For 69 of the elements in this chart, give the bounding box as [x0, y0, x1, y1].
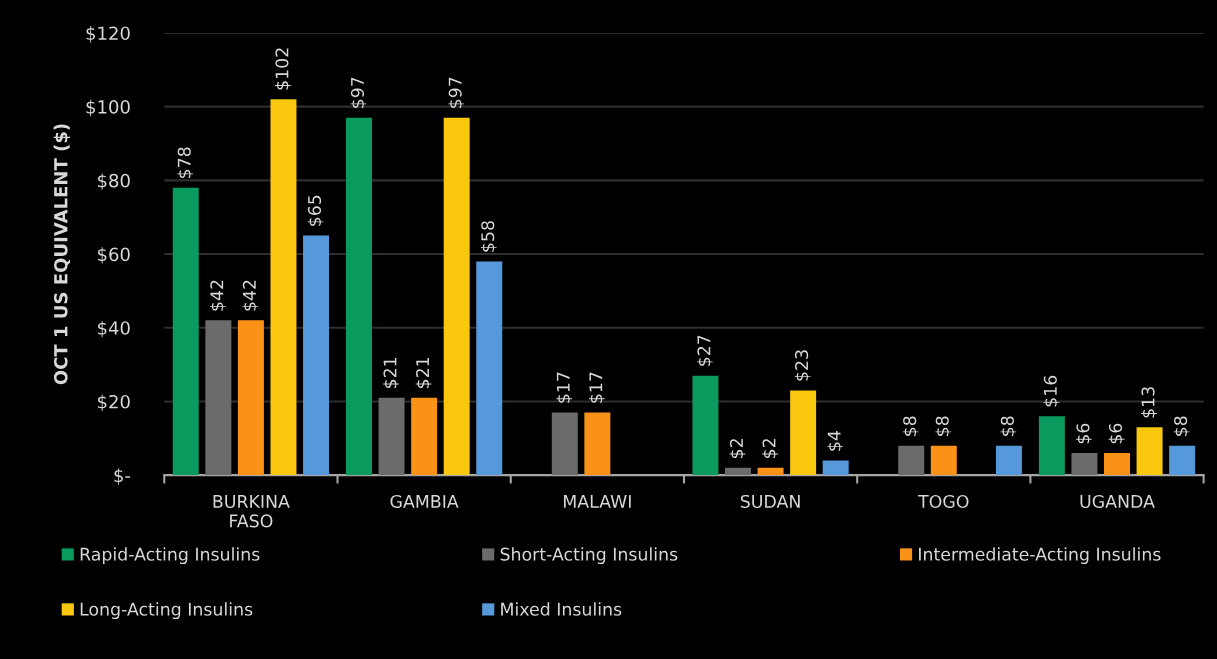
bar	[205, 320, 232, 476]
data-label: $8	[902, 416, 919, 436]
y-axis-title: OCT 1 US EQUIVALENT ($)	[53, 124, 71, 385]
bar	[551, 412, 578, 476]
data-label: $6	[1076, 423, 1092, 444]
x-tick-label: BURKINA FASO	[213, 495, 290, 528]
data-label: $8	[935, 416, 952, 436]
bar	[378, 397, 405, 476]
data-label: $8	[1000, 416, 1017, 436]
bar	[237, 320, 264, 476]
bar	[1071, 453, 1098, 476]
bar	[692, 375, 719, 476]
bar	[1104, 453, 1130, 476]
legend-label: Rapid-Acting Insulins	[80, 547, 260, 565]
data-label: $4	[827, 430, 844, 451]
y-tick-label: $-	[114, 468, 131, 485]
data-label: $13	[1141, 387, 1157, 418]
bar	[930, 445, 957, 476]
bar	[584, 412, 611, 476]
data-label: $16	[1043, 375, 1060, 407]
data-label: $21	[383, 357, 399, 388]
data-label: $42	[209, 280, 226, 311]
bar	[790, 390, 817, 476]
y-tick-label: $80	[98, 173, 130, 190]
x-tick-label: UGANDA	[1080, 494, 1155, 509]
bar	[476, 261, 503, 476]
y-tick-label: $20	[98, 394, 130, 411]
bar	[443, 117, 470, 476]
bar	[725, 467, 751, 476]
legend-label: Mixed Insulins	[501, 602, 622, 616]
data-label: $97	[350, 77, 367, 108]
x-tick-label: GAMBIA	[390, 494, 459, 509]
bar	[1169, 445, 1196, 476]
data-label: $102	[275, 48, 291, 90]
legend-label: Long-Acting Insulins	[80, 602, 253, 620]
bar	[303, 235, 330, 476]
data-label: $8	[1173, 416, 1190, 436]
legend-label: Short-Acting Insulins	[500, 547, 678, 565]
data-label: $78	[177, 147, 194, 178]
data-label: $58	[480, 221, 497, 252]
bar	[1136, 427, 1163, 476]
bar	[995, 445, 1022, 476]
y-tick-label: $100	[86, 99, 130, 117]
data-label: $17	[556, 372, 573, 403]
x-tick-label: MALAWI	[563, 495, 631, 508]
y-tick-label: $40	[98, 320, 130, 338]
x-tick-label: SUDAN	[740, 494, 800, 509]
data-label: $2	[729, 439, 746, 458]
data-label: $42	[242, 280, 259, 311]
data-label: $6	[1108, 423, 1125, 444]
bar	[822, 460, 849, 476]
y-tick-label: $60	[98, 247, 130, 264]
data-label: $17	[588, 372, 605, 403]
bar	[757, 467, 784, 476]
bar	[172, 187, 199, 476]
data-label: $27	[697, 335, 713, 366]
legend-label: Intermediate-Acting Insulins	[919, 547, 1161, 565]
bar	[411, 397, 438, 476]
data-label: $65	[307, 195, 324, 226]
data-label: $23	[794, 350, 811, 381]
bar	[346, 117, 372, 476]
data-label: $97	[448, 77, 465, 108]
bar	[270, 99, 297, 476]
bar	[898, 445, 925, 476]
y-tick-label: $120	[86, 26, 130, 43]
data-label: $21	[415, 357, 432, 388]
x-tick-label: TOGO	[918, 494, 969, 509]
bar	[1038, 416, 1065, 476]
data-label: $2	[762, 439, 778, 458]
